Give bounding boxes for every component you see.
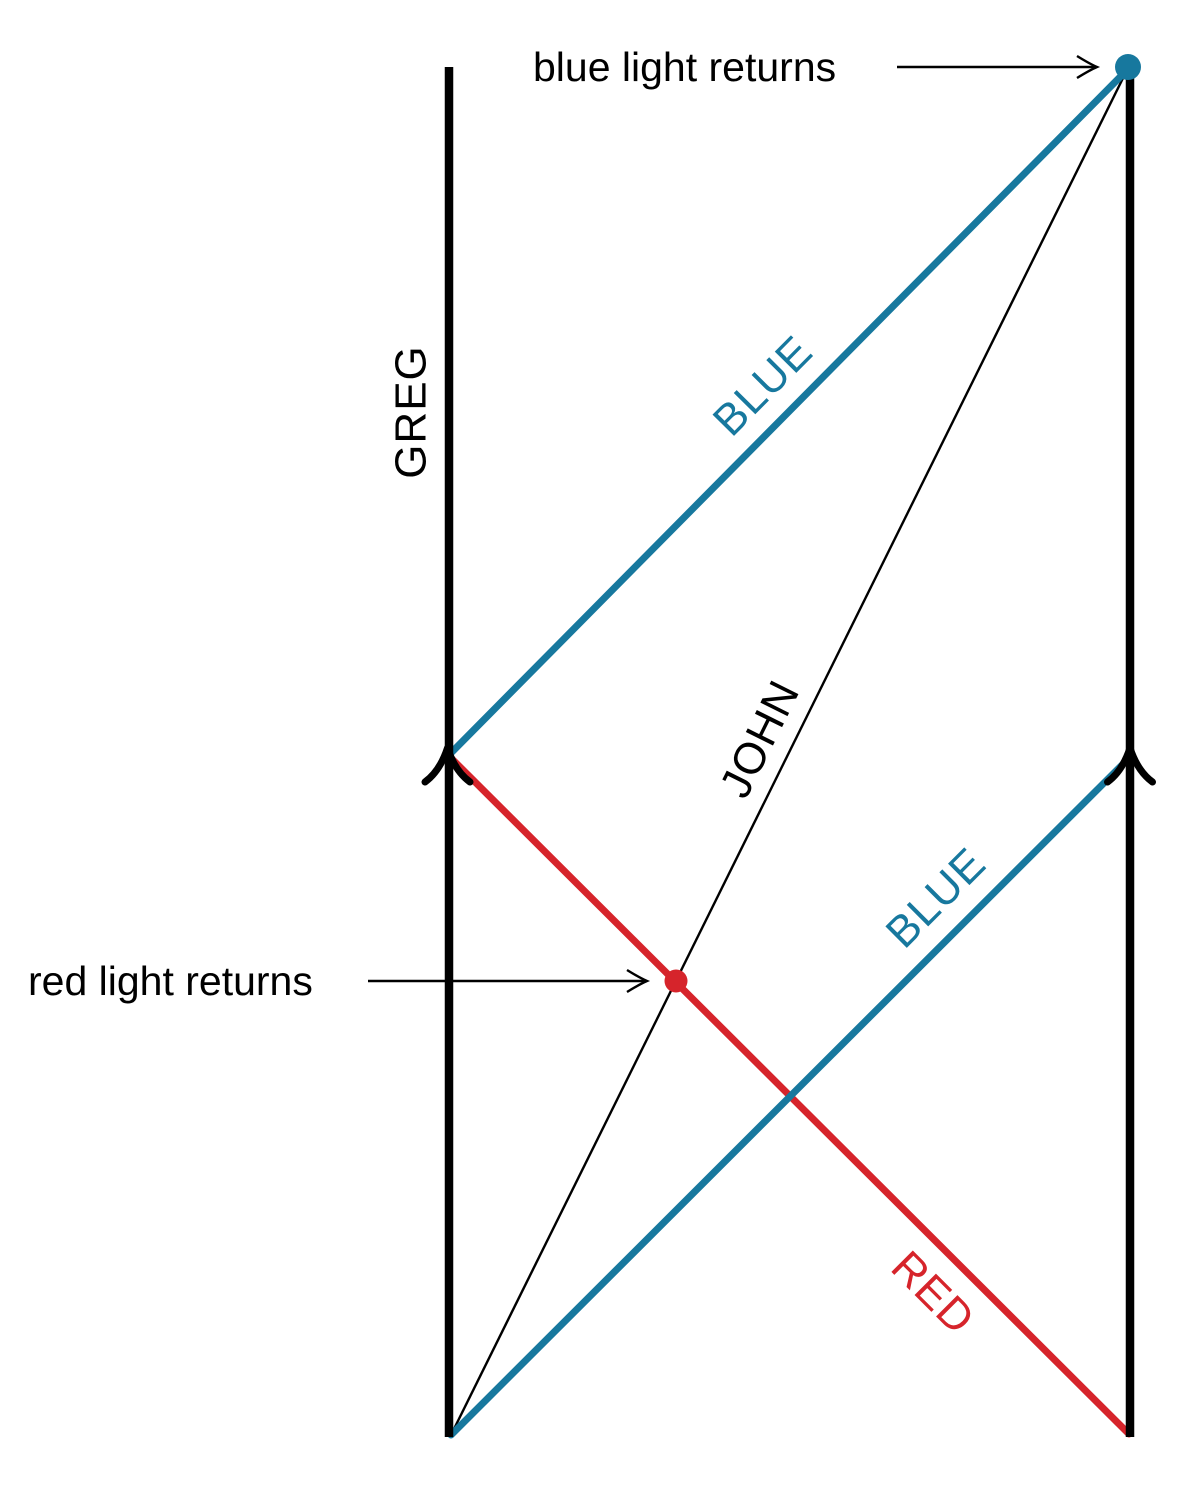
red-return-annotation-label: red light returns [28,958,313,1004]
blue-upper-label: BLUE [704,326,823,445]
blue-lower-label: BLUE [877,839,996,958]
john-worldline [448,67,1130,1438]
greg-label: GREG [387,345,436,479]
red-label: RED [882,1242,984,1344]
blue-return-annotation-label: blue light returns [533,44,836,90]
red-return-arrowhead-icon [626,968,651,994]
blue-return-annotation-arrow [897,54,1101,80]
right-worldline-up-arrow-icon [1104,744,1156,786]
blue-light-upper-line [446,67,1130,758]
red-return-event-dot [664,969,688,993]
greg-worldline-up-arrow-icon [421,744,474,786]
blue-light-lower-line [447,754,1133,1439]
blue-return-event-dot [1115,54,1141,80]
blue-return-arrowhead-icon [1076,54,1101,80]
red-return-annotation-arrow [368,968,651,994]
